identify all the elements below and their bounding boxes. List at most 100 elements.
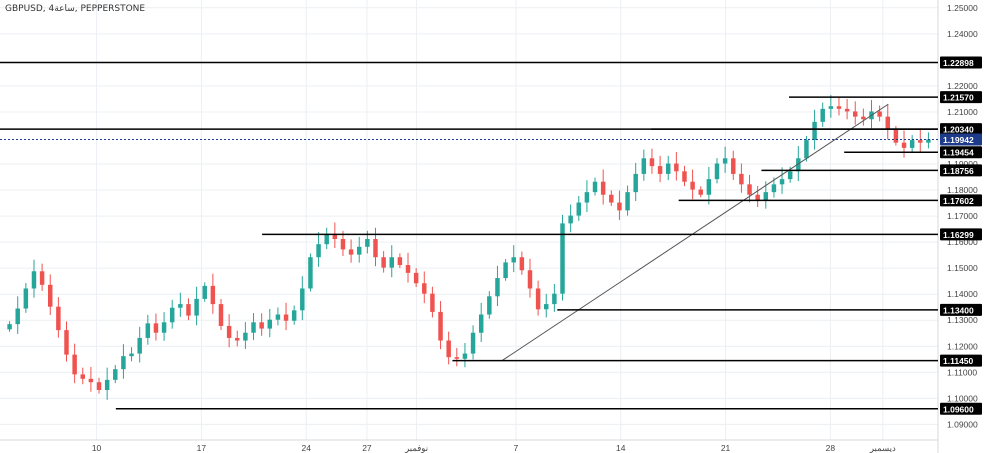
candle-body [438, 311, 443, 341]
candle-body [15, 308, 20, 325]
candle-body [48, 284, 53, 307]
candle-body [909, 140, 915, 148]
time-tick-label: نوفمبر [404, 443, 428, 453]
candle-down [48, 274, 53, 316]
price-tick-label: 1.16000 [947, 237, 978, 247]
candle-body [665, 163, 671, 174]
candle-up [129, 347, 134, 362]
candle-down [519, 251, 525, 275]
candle-up [503, 259, 508, 281]
candle-body [763, 192, 769, 200]
candle-body [430, 293, 435, 312]
candle-body [153, 323, 159, 333]
candle-up [722, 146, 728, 173]
candle-body [877, 111, 882, 117]
candle-body [218, 304, 224, 326]
candle-down [259, 313, 264, 336]
candle-body [755, 194, 760, 200]
candle-up [145, 314, 151, 345]
candle-body [527, 270, 533, 289]
candle-body [202, 285, 207, 299]
candle-body [893, 129, 899, 143]
candle-body [462, 353, 468, 359]
candle-body [771, 184, 777, 193]
candle-down [64, 321, 69, 362]
level-price-label: 1.17602 [943, 196, 974, 206]
candle-body [129, 353, 134, 357]
candle-down [617, 190, 622, 220]
candle-body [698, 189, 703, 195]
price-tick-label: 1.22000 [947, 81, 978, 91]
price-tick-label: 1.12000 [947, 341, 978, 351]
candle-down [39, 263, 45, 291]
candle-down [698, 186, 703, 198]
candle-down [56, 297, 61, 338]
candle-body [356, 246, 362, 255]
level-price-label: 1.13400 [943, 305, 974, 315]
candle-up [625, 185, 630, 216]
candle-up [251, 313, 256, 341]
candle-down [96, 377, 102, 394]
candle-up [560, 214, 565, 301]
candle-down [600, 169, 606, 205]
candle-down [381, 251, 386, 273]
price-tick-label: 1.19000 [947, 159, 978, 169]
candle-up [267, 308, 273, 338]
candle-up [495, 265, 500, 307]
candle-up [511, 245, 516, 273]
candle-up [7, 321, 12, 332]
candle-body [649, 158, 655, 167]
candle-down [72, 343, 77, 384]
candle-up [771, 177, 777, 198]
candle-body [804, 140, 809, 159]
candle-body [918, 140, 923, 143]
candle-body [169, 307, 175, 323]
candle-down [210, 273, 216, 314]
candle-body [235, 337, 240, 341]
candle-up [113, 365, 118, 384]
candle-body [926, 139, 931, 143]
candle-body [121, 356, 126, 370]
candle-up [104, 367, 110, 400]
time-tick-label: 17 [197, 443, 207, 453]
candle-down [153, 313, 159, 341]
candle-body [682, 171, 687, 182]
candle-down [852, 101, 858, 125]
candle-down [397, 253, 403, 269]
candle-up [909, 135, 915, 152]
candle-body [259, 322, 264, 329]
candle-body [584, 192, 590, 203]
candle-body [381, 257, 386, 268]
candle-body [535, 288, 541, 310]
current-price-badge [940, 133, 982, 146]
candle-body [657, 166, 663, 174]
candle-up [243, 322, 248, 350]
candle-up [15, 296, 20, 334]
level-price-badge [940, 228, 982, 241]
candle-down [348, 239, 354, 263]
level-price-badge [940, 164, 982, 177]
candle-body [828, 106, 834, 109]
candle-body [178, 304, 183, 308]
candle-body [779, 179, 785, 185]
candle-body [226, 325, 232, 338]
level-price-label: 1.16299 [943, 230, 974, 240]
candle-up [23, 283, 29, 313]
candle-down [649, 148, 655, 174]
candle-down [731, 150, 736, 180]
candle-up [202, 282, 207, 302]
candle-up [462, 343, 468, 368]
candle-up [820, 102, 825, 127]
candle-body [300, 288, 305, 311]
candle-body [316, 244, 321, 258]
candle-body [495, 278, 500, 297]
symbol-title: GBPUSD, 4ساعة, PEPPERSTONE [5, 4, 146, 14]
candle-up [544, 293, 549, 318]
candle-body [617, 202, 622, 211]
candle-up [828, 95, 834, 118]
candle-up [568, 204, 573, 233]
candle-body [161, 322, 167, 333]
candle-up [665, 155, 671, 181]
